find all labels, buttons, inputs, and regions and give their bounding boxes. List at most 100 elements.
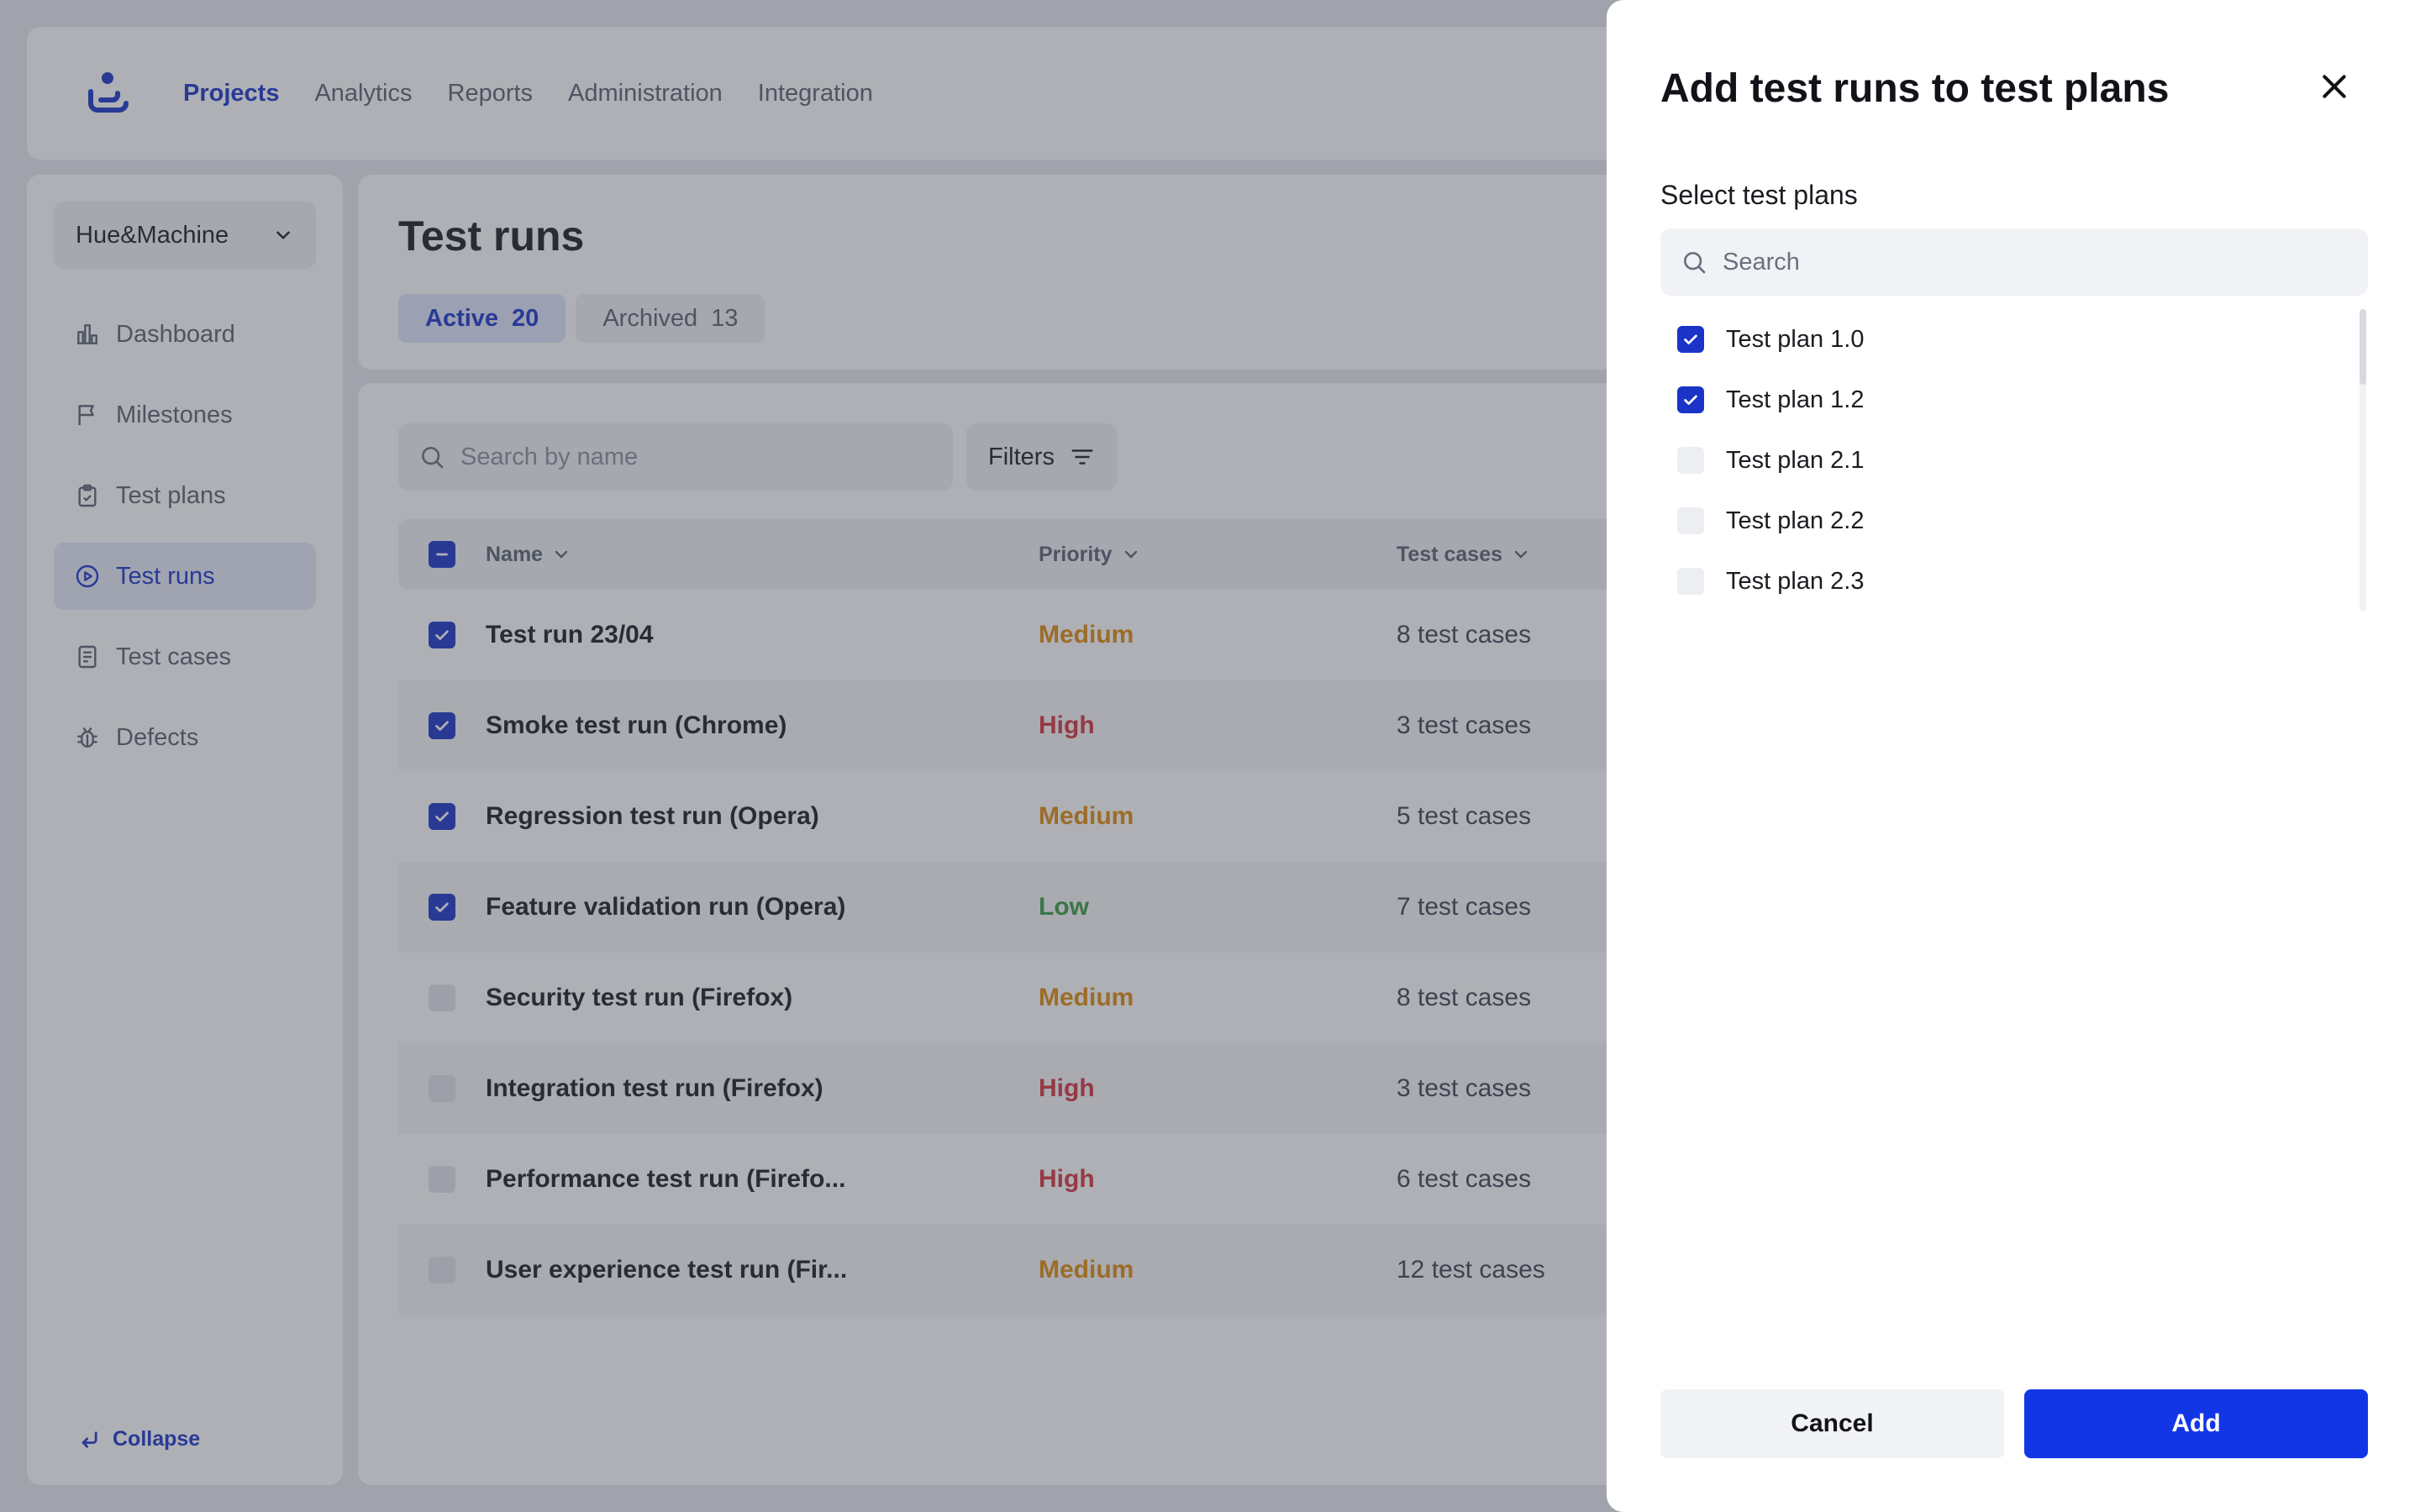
select-all-checkbox[interactable] — [429, 541, 455, 568]
search-icon — [421, 447, 444, 469]
run-name[interactable]: Security test run (Firefox) — [486, 984, 793, 1011]
run-name[interactable]: Test run 23/04 — [486, 621, 654, 648]
table-row[interactable]: Regression test run (Opera) Medium 5 test … — [398, 771, 2420, 862]
return-arrow-icon — [82, 1431, 97, 1448]
sidebar-item-label: Test cases — [116, 643, 231, 670]
drawer-title: Add test runs to test plans — [1660, 66, 2170, 111]
scrollbar-track[interactable] — [2360, 309, 2366, 612]
sidebar-item-label: Dashboard — [116, 320, 235, 348]
row-checkbox[interactable] — [429, 894, 455, 921]
table-row[interactable]: Performance test run (Firefo... High 6 tes… — [398, 1134, 2420, 1225]
checkmark-icon — [435, 902, 449, 912]
priority-label: Medium — [1039, 1256, 1134, 1284]
add-button[interactable]: Add — [2024, 1389, 2368, 1458]
row-checkbox[interactable] — [429, 622, 455, 648]
filters-label: Filters — [988, 443, 1055, 470]
search-placeholder: Search by name — [460, 443, 639, 470]
close-icon — [2323, 75, 2346, 98]
column-header-priority[interactable]: Priority — [1039, 543, 1397, 567]
app-logo-icon[interactable] — [81, 66, 134, 120]
plan-checkbox[interactable] — [1677, 447, 1704, 474]
document-icon — [78, 645, 97, 669]
search-input[interactable]: Search by name — [398, 423, 953, 491]
tab-count: 13 — [711, 304, 739, 332]
tab-label: Archived — [602, 304, 698, 332]
test-cases-count: 5 test cases — [1397, 802, 1532, 830]
row-checkbox[interactable] — [429, 803, 455, 830]
sidebar-item-label: Test plans — [116, 481, 226, 509]
page-title: Test runs — [398, 213, 585, 260]
priority-label: Low — [1039, 893, 1089, 921]
row-checkbox[interactable] — [429, 984, 455, 1011]
close-button[interactable] — [2315, 67, 2354, 106]
filters-button[interactable]: Filters — [966, 423, 1117, 491]
collapse-button[interactable]: Collapse — [77, 1427, 200, 1452]
plan-label: Test plan 2.3 — [1726, 567, 1865, 595]
test-plan-list: Test plan 1.0 Test plan 1.2 Test plan 2.1 T… — [1677, 309, 2358, 612]
run-name[interactable]: Regression test run (Opera) — [486, 802, 819, 830]
tab-count: 20 — [512, 304, 539, 332]
plan-label: Test plan 2.1 — [1726, 446, 1865, 474]
section-label: Select test plans — [1660, 180, 1858, 210]
row-checkbox[interactable] — [429, 712, 455, 739]
sidebar-item-defects[interactable]: Defects — [54, 704, 316, 771]
test-cases-count: 8 test cases — [1397, 984, 1532, 1011]
checkmark-icon — [1684, 334, 1697, 344]
nav-integration[interactable]: Integration — [757, 79, 873, 107]
sidebar-item-test-cases[interactable]: Test cases — [54, 623, 316, 690]
search-placeholder: Search — [1723, 248, 1800, 276]
row-checkbox[interactable] — [429, 1257, 455, 1284]
nav-administration[interactable]: Administration — [568, 79, 723, 107]
checkmark-icon — [435, 630, 449, 640]
nav-projects[interactable]: Projects — [183, 79, 280, 107]
row-checkbox[interactable] — [429, 1166, 455, 1193]
checkmark-icon — [435, 811, 449, 822]
tab-archived[interactable]: Archived 13 — [576, 294, 765, 343]
plan-label: Test plan 1.0 — [1726, 325, 1865, 353]
sidebar-item-test-runs[interactable]: Test runs — [54, 543, 316, 610]
table-row[interactable]: Test run 23/04 Medium 8 test cases — [398, 590, 2420, 680]
run-name[interactable]: Integration test run (Firefox) — [486, 1074, 823, 1102]
search-icon — [1684, 252, 1706, 274]
sidebar-item-milestones[interactable]: Milestones — [54, 381, 316, 449]
run-name[interactable]: Smoke test run (Chrome) — [486, 711, 787, 739]
table-row[interactable]: Security test run (Firefox) Medium 8 test … — [398, 953, 2420, 1043]
workspace-selector[interactable]: Hue&Machine — [54, 202, 316, 269]
scrollbar-thumb[interactable] — [2360, 309, 2366, 385]
plan-search-input[interactable]: Search — [1660, 228, 2368, 296]
priority-label: High — [1039, 1165, 1095, 1193]
row-checkbox[interactable] — [429, 1075, 455, 1102]
test-cases-count: 7 test cases — [1397, 893, 1532, 921]
chevron-down-icon — [1124, 550, 1137, 559]
plan-checkbox[interactable] — [1677, 507, 1704, 534]
nav-analytics[interactable]: Analytics — [314, 79, 413, 107]
table-toolbar: Search by name Filters — [398, 423, 1117, 491]
nav-reports[interactable]: Reports — [447, 79, 534, 107]
column-header-test-cases[interactable]: Test cases — [1397, 543, 1733, 567]
plan-checkbox[interactable] — [1677, 326, 1704, 353]
test-plan-option[interactable]: Test plan 1.0 — [1677, 309, 2358, 370]
filter-lines-icon — [1071, 449, 1093, 465]
test-plan-option[interactable]: Test plan 2.1 — [1677, 430, 2358, 491]
clipboard-icon — [78, 484, 97, 507]
sidebar-item-dashboard[interactable]: Dashboard — [54, 301, 316, 368]
run-name[interactable]: User experience test run (Fir... — [486, 1256, 848, 1284]
run-name[interactable]: Feature validation run (Opera) — [486, 893, 846, 921]
sidebar-item-test-plans[interactable]: Test plans — [54, 462, 316, 529]
run-name[interactable]: Performance test run (Firefo... — [486, 1165, 846, 1193]
plan-label: Test plan 2.2 — [1726, 507, 1865, 534]
test-cases-count: 3 test cases — [1397, 711, 1532, 739]
tab-label: Active — [425, 304, 499, 332]
test-plan-option[interactable]: Test plan 2.3 — [1677, 551, 2358, 612]
column-header-name[interactable]: Name — [486, 543, 1039, 567]
plan-checkbox[interactable] — [1677, 568, 1704, 595]
dashboard-icon — [77, 324, 97, 344]
sidebar-item-label: Milestones — [116, 401, 233, 428]
test-plan-option[interactable]: Test plan 1.2 — [1677, 370, 2358, 430]
cancel-button[interactable]: Cancel — [1660, 1389, 2004, 1458]
chevron-down-icon — [1514, 550, 1528, 559]
plan-checkbox[interactable] — [1677, 386, 1704, 413]
test-plan-option[interactable]: Test plan 2.2 — [1677, 491, 2358, 551]
tab-active[interactable]: Active 20 — [398, 294, 566, 343]
checkmark-icon — [435, 721, 449, 731]
